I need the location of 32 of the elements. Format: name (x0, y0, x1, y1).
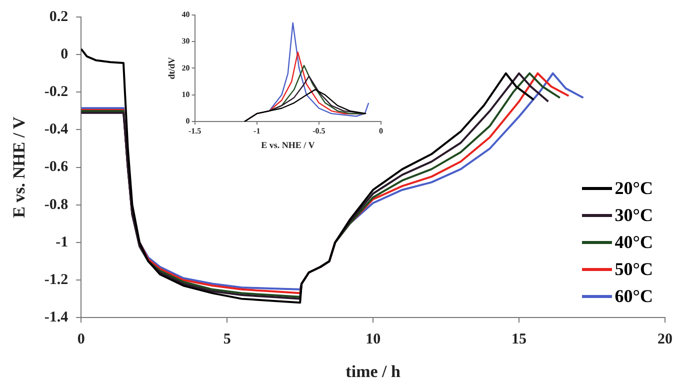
y-tick-label: -1.4 (44, 309, 69, 326)
y-tick-label: 10 (182, 90, 190, 99)
x-tick-label: 0 (379, 126, 383, 136)
legend-label: 30°C (614, 205, 653, 226)
legend-label: 40°C (614, 232, 653, 253)
x-tick-label: -1.5 (188, 126, 202, 136)
y-axis-title: dt/dV (166, 56, 177, 80)
x-tick-label: -0.5 (312, 126, 326, 136)
y-tick-label: -1 (56, 234, 68, 250)
y-tick-label: 0.2 (49, 8, 68, 25)
legend-label: 60°C (614, 286, 653, 307)
x-tick-label: 20 (658, 331, 672, 348)
y-tick-label: 30 (182, 36, 190, 46)
x-axis-title: E vs. NHE / V (261, 140, 316, 150)
legend-label: 20°C (614, 178, 653, 199)
legend-label: 50°C (614, 259, 653, 280)
y-tick-label: -0.6 (44, 159, 69, 176)
y-tick-label: 0 (186, 116, 190, 126)
x-tick-label: 5 (223, 331, 231, 348)
y-tick-label: -0.8 (44, 196, 68, 213)
x-axis-title: time / h (346, 362, 401, 382)
y-tick-label: -0.4 (44, 122, 69, 138)
y-tick-label: 40 (182, 10, 190, 19)
x-tick-label: 15 (512, 331, 527, 348)
x-tick-label: -1 (254, 126, 260, 136)
y-tick-label: -1.2 (44, 272, 68, 288)
y-tick-label: 0 (60, 46, 68, 62)
y-tick-label: -0.2 (44, 84, 68, 100)
x-tick-label: 0 (77, 331, 85, 348)
y-axis-title: E vs. NHE / V (10, 116, 29, 218)
y-tick-label: 20 (182, 63, 190, 72)
x-tick-label: 10 (366, 331, 381, 348)
